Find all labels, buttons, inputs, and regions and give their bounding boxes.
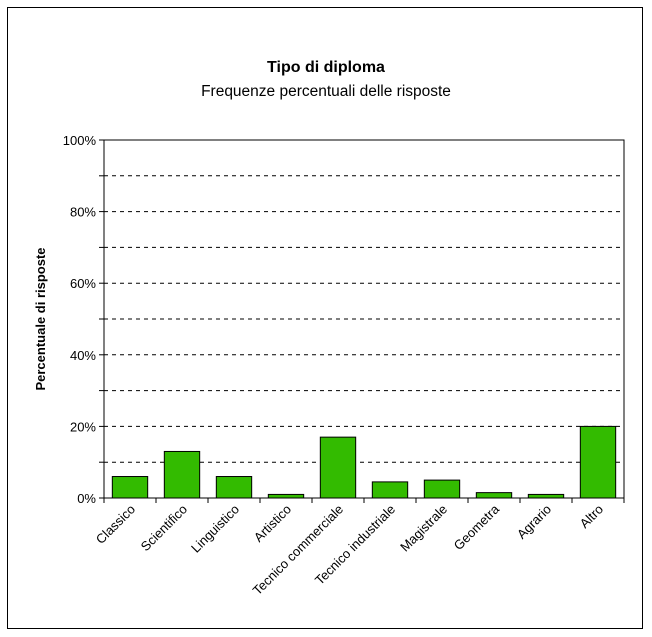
y-tick-label: 0%: [77, 491, 96, 506]
x-tick-label: Magistrale: [397, 502, 450, 555]
bar: [527, 493, 565, 499]
x-tick-label: Linguistico: [188, 502, 242, 556]
y-tick-label: 20%: [70, 419, 96, 434]
x-tick-label: Artistico: [251, 502, 294, 545]
bar: [423, 479, 461, 499]
bar: [319, 436, 357, 499]
bar: [267, 493, 305, 499]
chart-subtitle: Frequenze percentuali delle risposte: [201, 83, 451, 100]
x-tick-label: Classico: [93, 502, 138, 547]
bar: [215, 476, 253, 499]
bars: [111, 425, 617, 499]
y-tick-label: 40%: [70, 348, 96, 363]
chart-title: Tipo di diploma: [267, 59, 385, 76]
y-tick-label: 60%: [70, 276, 96, 291]
x-tick-label: Geometra: [451, 501, 503, 553]
y-tick-label: 80%: [70, 205, 96, 220]
bar: [163, 450, 201, 499]
y-tick-label: 100%: [63, 133, 97, 148]
x-tick-label: Agrario: [514, 502, 554, 542]
bar: [111, 476, 149, 499]
gridlines: [104, 175, 624, 463]
bar: [371, 481, 409, 499]
x-tick-label: Tecnico commerciale: [250, 502, 346, 598]
y-axis-label: Percentuale di risposte: [33, 247, 48, 390]
y-axis-ticks: 0% 20% 40% 60% 80% 100%: [63, 133, 104, 506]
x-tick-label: Scientifico: [138, 502, 191, 555]
bar: [579, 425, 617, 499]
chart-frame: [7, 7, 643, 629]
bar: [475, 492, 513, 499]
x-tick-label: Altro: [577, 502, 607, 532]
